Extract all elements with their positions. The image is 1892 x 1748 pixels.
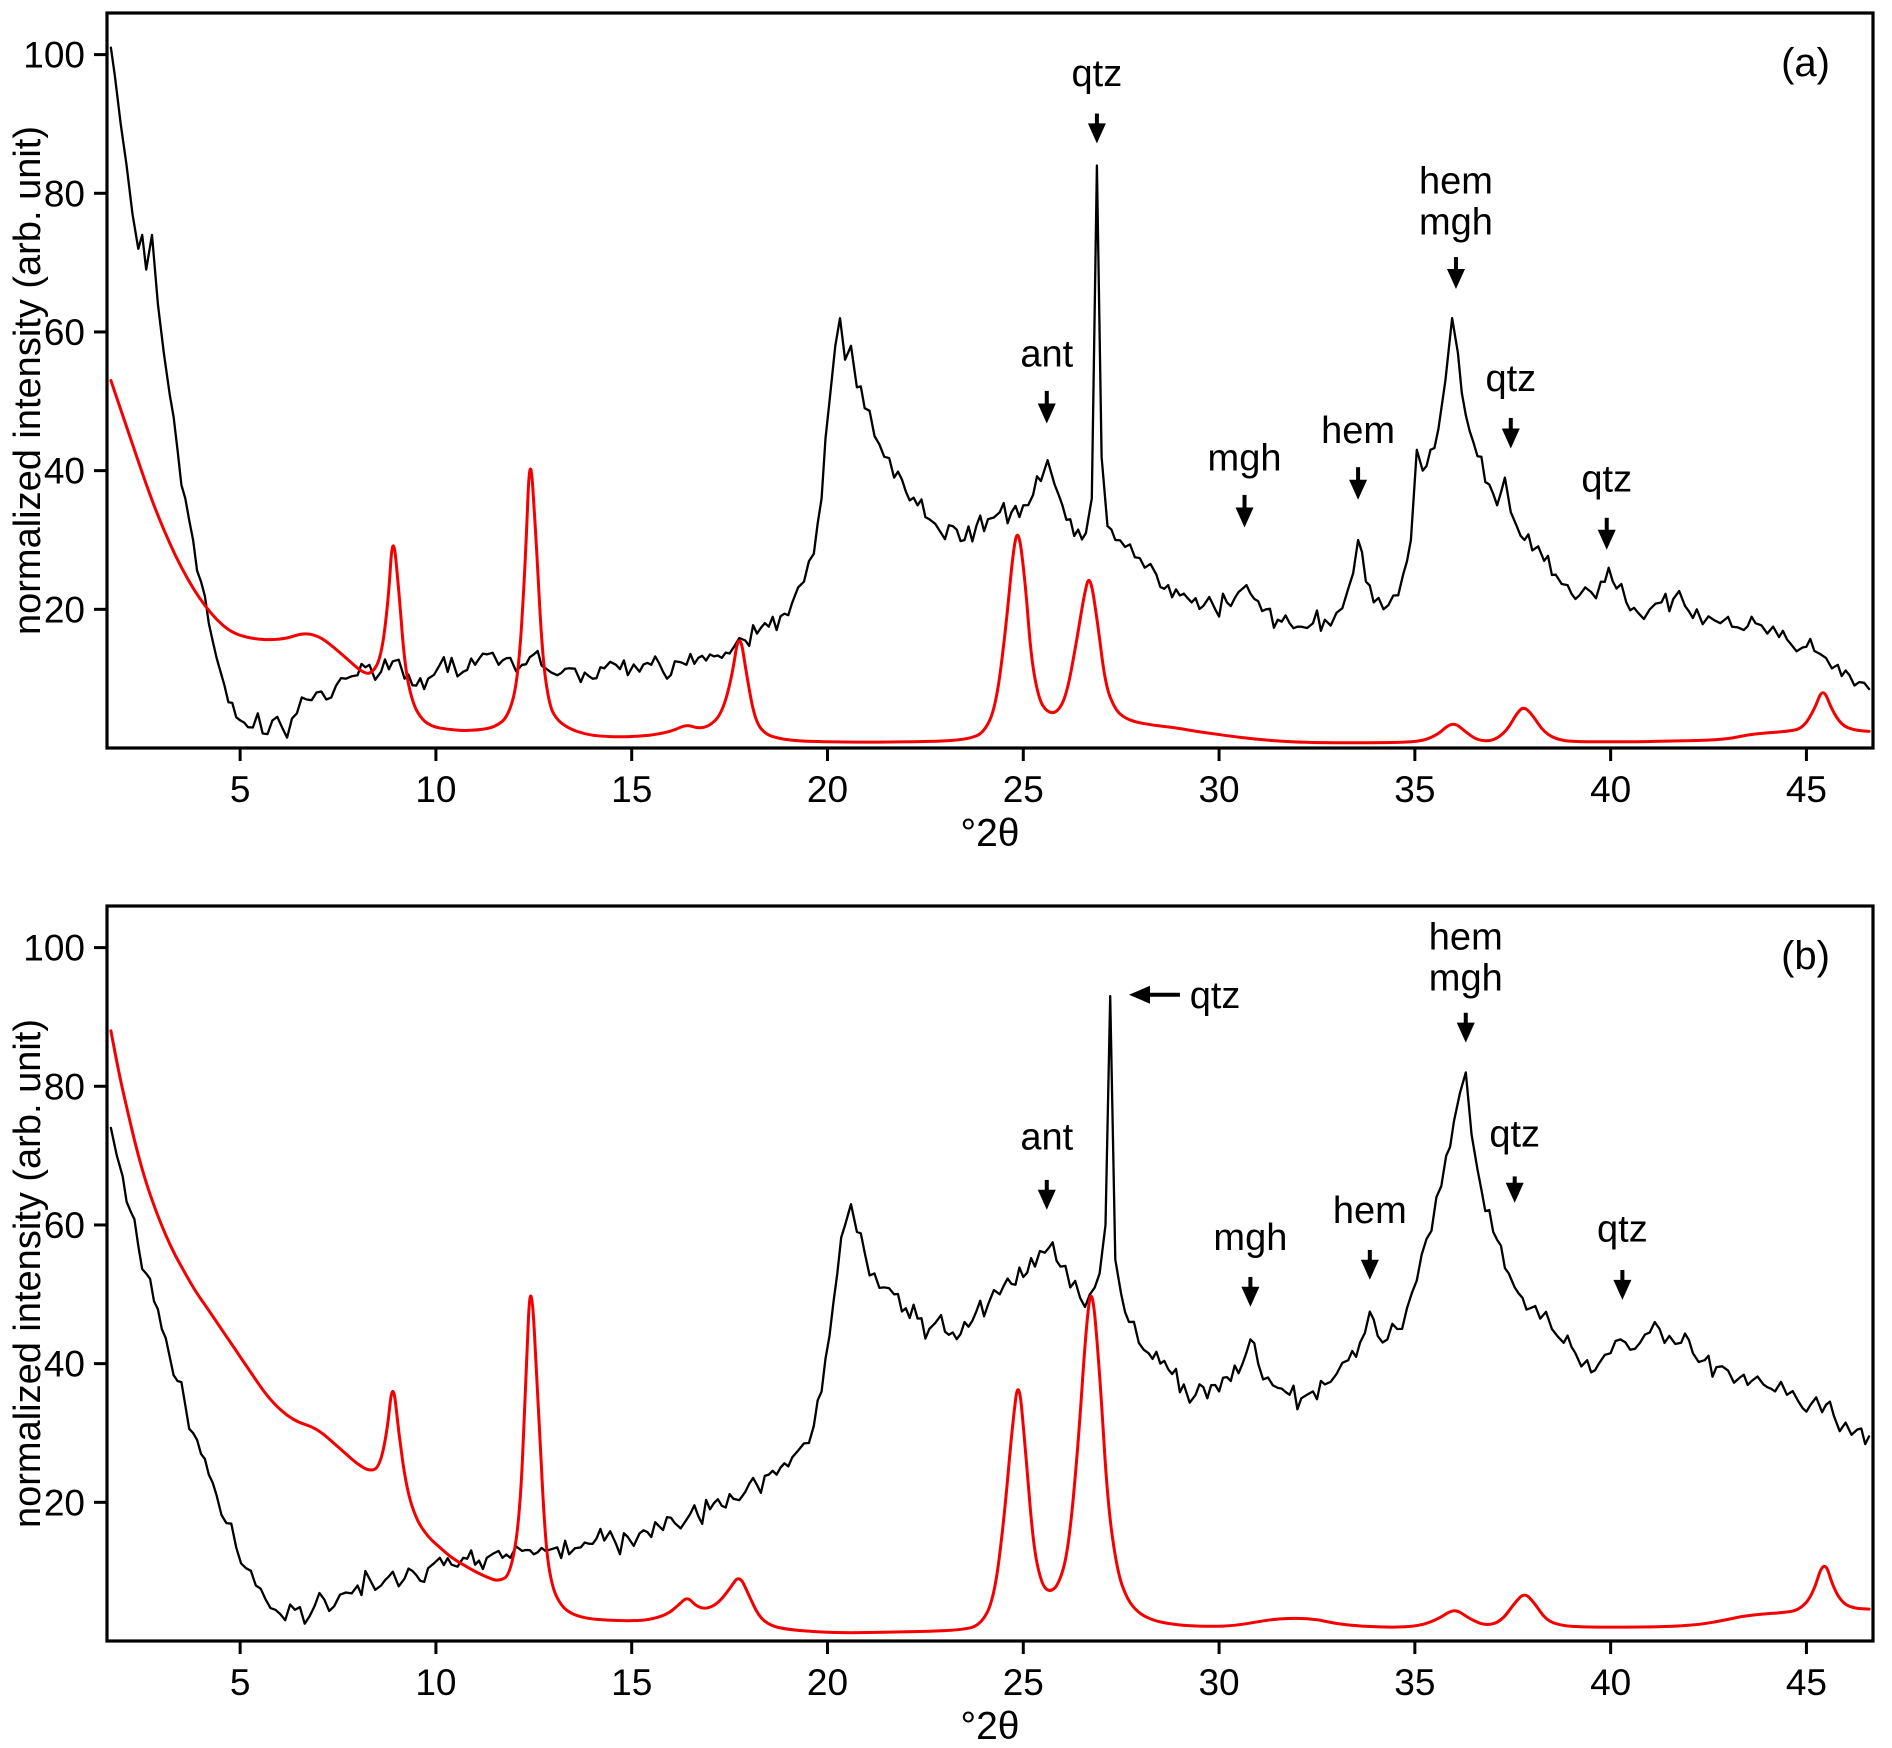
annotation-qtz: qtz <box>1597 1209 1648 1300</box>
down-arrowhead-icon <box>1360 1259 1379 1280</box>
x-tick-label: 35 <box>1394 769 1435 810</box>
y-tick-label: 80 <box>44 1066 85 1107</box>
annotation-hem-mgh: hem mgh <box>1419 160 1493 289</box>
x-tick-label: 15 <box>611 1662 652 1703</box>
annotation-label: hem mgh <box>1419 160 1493 243</box>
down-arrowhead-icon <box>1037 1189 1056 1210</box>
x-tick-label: 45 <box>1786 769 1827 810</box>
annotation-label: qtz <box>1072 53 1123 95</box>
annotation-label: qtz <box>1597 1209 1648 1251</box>
annotation-label: hem mgh <box>1429 917 1503 1000</box>
x-tick-label: 45 <box>1786 1662 1827 1703</box>
annotation-qtz: qtz <box>1489 1114 1540 1203</box>
annotation-ant: ant <box>1020 1116 1074 1210</box>
annotation-hem-mgh: hem mgh <box>1429 917 1503 1043</box>
left-arrowhead-icon <box>1129 985 1151 1004</box>
y-axis-label: normalized intensity (arb. unit) <box>7 126 49 635</box>
y-tick-label: 20 <box>44 589 85 630</box>
annotation-qtz: qtz <box>1485 358 1536 449</box>
x-tick-label: 30 <box>1198 1662 1239 1703</box>
y-tick-label: 80 <box>44 173 85 214</box>
x-tick-label: 25 <box>1003 1662 1044 1703</box>
down-arrowhead-icon <box>1597 529 1616 550</box>
annotation-label: qtz <box>1489 1114 1540 1156</box>
x-tick-label: 35 <box>1394 1662 1435 1703</box>
y-axis-label: normalized intensity (arb. unit) <box>7 1019 49 1528</box>
y-tick-label: 60 <box>44 312 85 353</box>
annotation-label: qtz <box>1485 358 1536 400</box>
annotation-qtz: qtz <box>1072 53 1123 144</box>
annotation-mgh: mgh <box>1213 1217 1287 1307</box>
down-arrowhead-icon <box>1087 123 1106 144</box>
annotation-qtz: qtz <box>1129 975 1240 1017</box>
annotation-label: ant <box>1020 334 1073 376</box>
y-tick-label: 100 <box>23 35 85 76</box>
annotation-label: ant <box>1020 1116 1073 1158</box>
x-axis-label: °2θ <box>961 1705 1020 1748</box>
down-arrowhead-icon <box>1446 268 1465 289</box>
down-arrowhead-icon <box>1456 1022 1475 1043</box>
plot-frame <box>105 11 1875 750</box>
x-tick-label: 25 <box>1003 769 1044 810</box>
y-tick-label: 100 <box>23 928 85 969</box>
panel-tag-a: (a) <box>1781 41 1830 85</box>
annotation-hem: hem <box>1321 410 1395 500</box>
annotation-hem: hem <box>1333 1190 1407 1280</box>
y-tick-label: 20 <box>44 1482 85 1523</box>
x-tick-label: 10 <box>415 769 456 810</box>
down-arrowhead-icon <box>1037 403 1056 424</box>
down-arrowhead-icon <box>1613 1279 1632 1300</box>
panel-a: 5 10 15 20 25 30 35 40 45 20 40 60 80 100 °2θ normalize… <box>7 11 1875 855</box>
annotation-label: qtz <box>1190 975 1241 1017</box>
x-tick-label: 5 <box>230 769 251 810</box>
panel-tag-b: (b) <box>1781 934 1830 978</box>
y-tick-label: 40 <box>44 451 85 492</box>
plot-frame <box>105 904 1875 1643</box>
x-tick-label: 40 <box>1590 1662 1631 1703</box>
annotation-label: hem <box>1321 410 1395 452</box>
black-trace <box>109 994 1871 1625</box>
down-arrowhead-icon <box>1241 1286 1260 1307</box>
x-tick-label: 40 <box>1590 769 1631 810</box>
black-trace <box>109 46 1871 739</box>
x-tick-label: 10 <box>415 1662 456 1703</box>
x-tick-label: 15 <box>611 769 652 810</box>
annotation-label: hem <box>1333 1190 1407 1232</box>
x-tick-label: 20 <box>807 769 848 810</box>
annotation-label: mgh <box>1213 1217 1287 1259</box>
annotation-label: mgh <box>1208 438 1282 480</box>
x-tick-label: 20 <box>807 1662 848 1703</box>
x-tick-label: 5 <box>230 1662 251 1703</box>
panel-b: 5 10 15 20 25 30 35 40 45 20 40 60 80 100 °2θ normalize… <box>7 904 1875 1748</box>
y-tick-label: 60 <box>44 1205 85 1246</box>
annotation-mgh: mgh <box>1208 438 1282 528</box>
x-tick-label: 30 <box>1198 769 1239 810</box>
x-axis-label: °2θ <box>961 812 1020 855</box>
red-trace <box>109 379 1871 745</box>
y-tick-label: 40 <box>44 1344 85 1385</box>
annotation-ant: ant <box>1020 334 1074 424</box>
down-arrowhead-icon <box>1235 507 1254 528</box>
down-arrowhead-icon <box>1501 428 1520 449</box>
red-trace <box>109 1029 1871 1635</box>
down-arrowhead-icon <box>1349 479 1368 500</box>
annotation-label: qtz <box>1581 458 1632 500</box>
annotation-qtz: qtz <box>1581 458 1632 550</box>
down-arrowhead-icon <box>1505 1182 1524 1203</box>
